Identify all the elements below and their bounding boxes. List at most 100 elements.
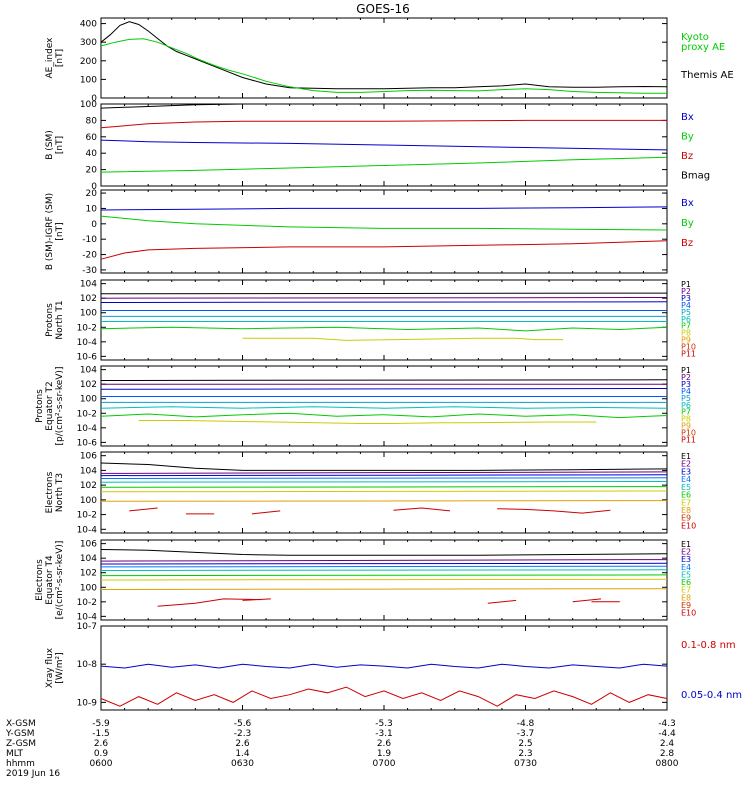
legend-entry: E4 [681, 475, 691, 484]
legend-entry: P2 [681, 287, 691, 296]
series-line [251, 510, 281, 515]
y-axis-label: Electrons [35, 559, 45, 601]
y-axis-label: AE_index [45, 37, 55, 79]
series-line [242, 337, 564, 341]
series-line [100, 578, 668, 581]
y-tick-label: 60 [86, 133, 98, 143]
y-axis-label: B (SM)-IGRF (SM) [45, 193, 55, 270]
legend-entry: Bx [681, 112, 694, 123]
y-axis-label: Protons [35, 389, 45, 423]
x-axis-value: 2.6 [94, 739, 109, 749]
series-line [393, 507, 451, 512]
panel-pnorth: 10-6 10-4 10-2 100 102 104 Protons North T1 P1P2… [45, 279, 696, 362]
series-line [100, 379, 668, 381]
legend-entry: P3 [681, 294, 691, 303]
legend-entry: E7 [681, 586, 691, 595]
legend-entry: P6 [681, 315, 691, 324]
legend-entry: By [681, 132, 694, 143]
y-tick-label: -10 [82, 235, 97, 245]
x-axis-value: 0600 [90, 759, 113, 769]
legend-entry: E5 [681, 483, 691, 492]
y-tick-label: 100 [80, 309, 97, 319]
y-tick-label: 102 [80, 380, 97, 390]
series-line [100, 119, 667, 129]
y-tick-label: 10-2 [77, 511, 97, 521]
y-tick-label: 400 [80, 20, 97, 30]
legend-entry: P10 [681, 343, 696, 352]
x-axis-value: -3.7 [517, 729, 535, 739]
y-tick-label: 10-7 [77, 622, 97, 632]
y-tick-label: 102 [80, 481, 97, 491]
series-line [100, 388, 668, 390]
legend-entry: E10 [681, 609, 696, 618]
legend-entry: E9 [681, 514, 691, 523]
y-tick-label: 0 [91, 182, 97, 192]
x-axis-value: -2.3 [234, 729, 252, 739]
series-line [100, 490, 668, 493]
x-axis-value: -4.4 [658, 729, 676, 739]
x-axis-value: 1.9 [377, 749, 392, 759]
legend-entry: Bz [681, 238, 693, 249]
series-line [100, 474, 668, 477]
legend-entry: Kyoto [681, 32, 709, 43]
y-tick-label: -30 [82, 266, 97, 276]
legend-entry: P9 [681, 422, 691, 431]
y-tick-label: 10-6 [77, 438, 98, 448]
x-axis-row-label: Y-GSM [5, 729, 34, 739]
series-line [100, 562, 668, 565]
series-line [157, 598, 262, 607]
legend-entry: E8 [681, 593, 691, 602]
series-line [100, 301, 668, 303]
series-line [129, 507, 158, 512]
legend-entry: proxy AE [681, 42, 725, 53]
legend-entry: P8 [681, 415, 691, 424]
legend-entry: E7 [681, 498, 691, 507]
series-line [100, 297, 668, 299]
y-tick-label: 106 [80, 540, 97, 550]
series-line [100, 215, 668, 231]
legend-entry: P6 [681, 401, 691, 410]
panel-frame [100, 365, 668, 447]
legend-entry: E9 [681, 601, 691, 610]
y-tick-label: 102 [80, 569, 97, 579]
y-axis-label: Xray flux [45, 647, 55, 688]
legend-entry: P11 [681, 350, 696, 359]
x-axis-value: 1.4 [235, 749, 250, 759]
series-line [100, 206, 668, 211]
x-axis-value: -3.1 [375, 729, 393, 739]
y-tick-label: 10-4 [77, 424, 98, 434]
y-axis-label: [nT] [55, 222, 65, 240]
series-line [100, 412, 668, 419]
y-axis-label: Equator T4 [45, 555, 55, 605]
legend-entry: Themis AE [680, 70, 734, 81]
series-line [100, 156, 668, 173]
y-tick-label: 10-8 [77, 660, 98, 670]
panel-frame [100, 451, 668, 534]
y-tick-label: 300 [80, 38, 97, 48]
y-tick-label: 104 [80, 280, 97, 290]
x-axis-value: 0630 [231, 759, 254, 769]
x-axis-row-label: MLT [6, 749, 24, 759]
x-axis-value: -4.3 [658, 719, 676, 729]
y-axis-label: North T3 [55, 473, 65, 512]
y-tick-label: 10-4 [77, 612, 98, 622]
y-tick-label: 100 [80, 583, 97, 593]
y-tick-label: 10-9 [77, 698, 98, 708]
y-axis-label: Equator T2 [45, 381, 55, 430]
panel-eeq: 10-4 10-2 100 102 104 106 Electrons Equator T4[… [35, 539, 696, 622]
series-line [100, 574, 668, 577]
y-tick-label: 100 [80, 100, 97, 110]
legend-entry: E6 [681, 578, 691, 587]
series-line [100, 559, 668, 562]
y-axis-label: Electrons [45, 471, 55, 513]
legend-entry: P7 [681, 408, 691, 417]
plot-title: GOES-16 [356, 2, 410, 16]
series-line [100, 486, 668, 488]
x-axis-value: -1.5 [92, 729, 110, 739]
x-axis-value: 0730 [514, 759, 537, 769]
